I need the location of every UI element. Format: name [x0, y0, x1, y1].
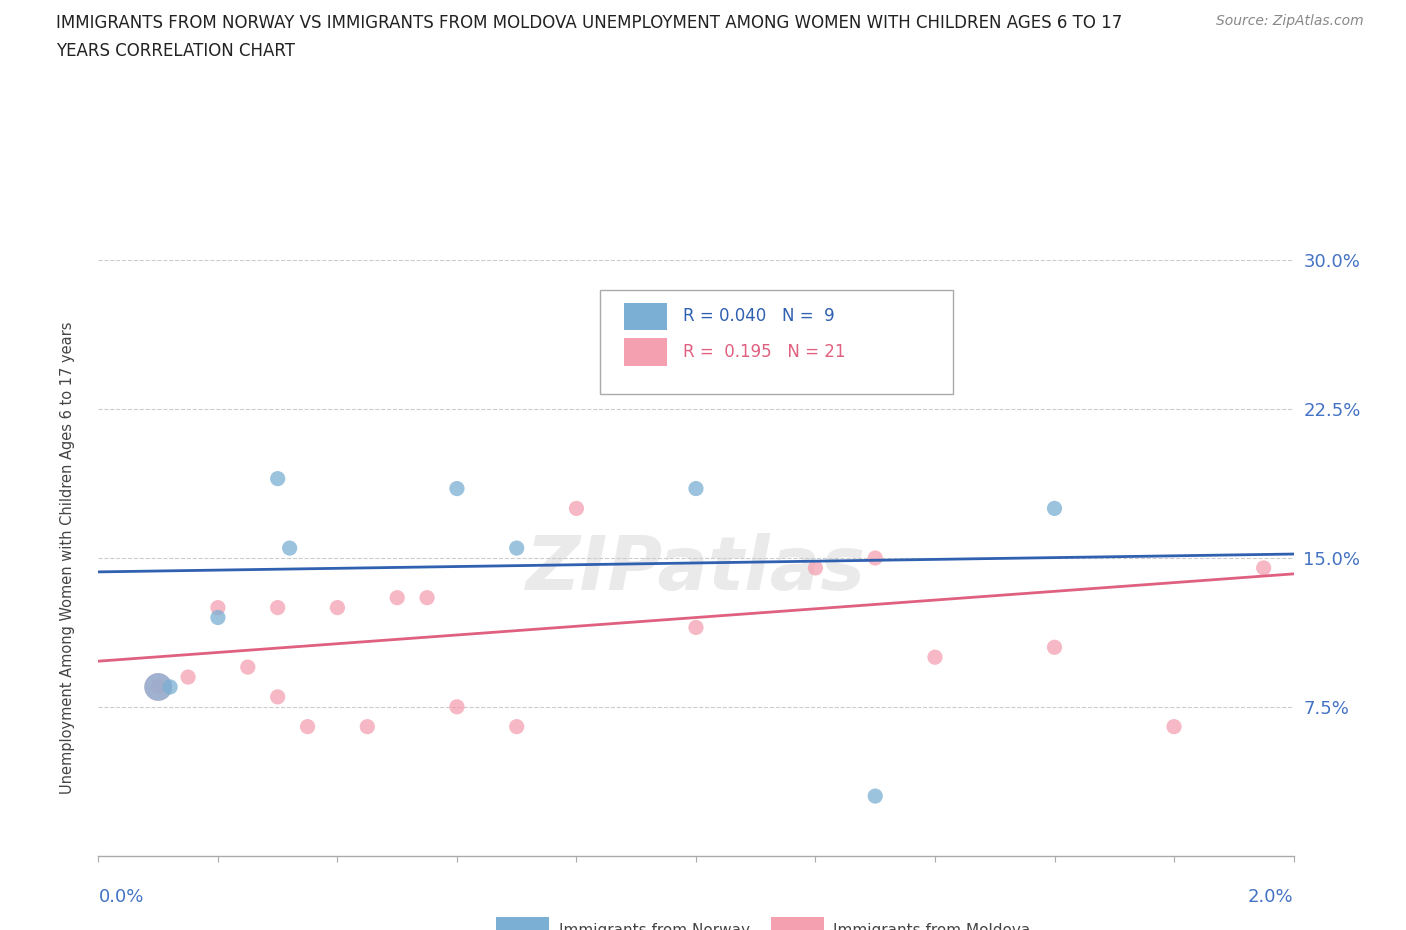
Point	[148, 680, 170, 695]
Text: R = 0.040   N =  9: R = 0.040 N = 9	[683, 307, 834, 326]
Point	[177, 670, 200, 684]
Point	[506, 719, 529, 734]
FancyBboxPatch shape	[624, 339, 668, 365]
Point	[159, 680, 181, 695]
Point	[1043, 640, 1066, 655]
Point	[236, 659, 259, 674]
Point	[506, 540, 529, 555]
Point	[326, 600, 349, 615]
Text: 0.0%: 0.0%	[98, 888, 143, 907]
Point	[446, 481, 468, 496]
Point	[207, 610, 229, 625]
Point	[148, 680, 170, 695]
Text: Immigrants from Norway: Immigrants from Norway	[558, 923, 749, 930]
Text: 2.0%: 2.0%	[1249, 888, 1294, 907]
Point	[267, 600, 290, 615]
Text: YEARS CORRELATION CHART: YEARS CORRELATION CHART	[56, 42, 295, 60]
Text: IMMIGRANTS FROM NORWAY VS IMMIGRANTS FROM MOLDOVA UNEMPLOYMENT AMONG WOMEN WITH : IMMIGRANTS FROM NORWAY VS IMMIGRANTS FRO…	[56, 14, 1122, 32]
Point	[924, 650, 946, 665]
FancyBboxPatch shape	[624, 302, 668, 330]
Point	[1253, 561, 1275, 576]
Point	[1043, 501, 1066, 516]
Y-axis label: Unemployment Among Women with Children Ages 6 to 17 years: Unemployment Among Women with Children A…	[60, 322, 75, 794]
Text: ZIPatlas: ZIPatlas	[526, 534, 866, 606]
Point	[267, 472, 290, 486]
Point	[148, 680, 170, 695]
Text: R =  0.195   N = 21: R = 0.195 N = 21	[683, 343, 845, 361]
Point	[416, 591, 439, 605]
FancyBboxPatch shape	[772, 917, 824, 930]
Point	[385, 591, 409, 605]
Point	[446, 699, 468, 714]
Point	[356, 719, 378, 734]
Point	[863, 551, 886, 565]
Point	[278, 540, 301, 555]
Point	[267, 689, 290, 704]
Point	[297, 719, 319, 734]
FancyBboxPatch shape	[496, 917, 548, 930]
Point	[863, 789, 886, 804]
Point	[1163, 719, 1185, 734]
Point	[804, 561, 827, 576]
Point	[685, 481, 707, 496]
Text: Immigrants from Moldova: Immigrants from Moldova	[834, 923, 1031, 930]
Point	[207, 600, 229, 615]
Point	[565, 501, 588, 516]
Text: Source: ZipAtlas.com: Source: ZipAtlas.com	[1216, 14, 1364, 28]
FancyBboxPatch shape	[600, 290, 953, 394]
Point	[685, 620, 707, 635]
